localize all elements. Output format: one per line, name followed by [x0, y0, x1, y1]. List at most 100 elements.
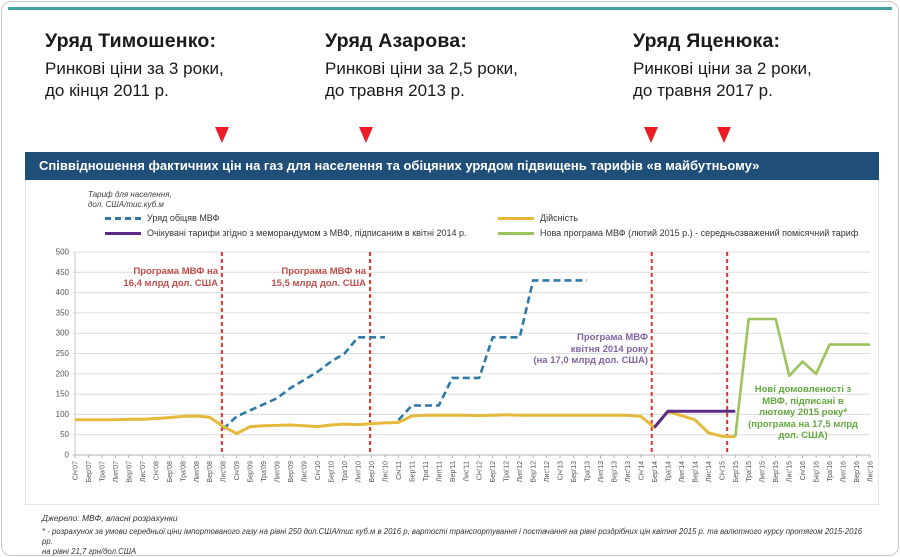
gov-line-2: до травня 2017 р.	[633, 81, 773, 100]
legend-label: Дійсність	[540, 213, 578, 223]
down-triangle-icon	[359, 127, 373, 143]
svg-text:Бер'09: Бер'09	[248, 461, 255, 483]
gov-line-1: Ринкові ціни за 3 роки,	[45, 59, 224, 78]
svg-text:Лип'15: Лип'15	[760, 461, 767, 483]
gov-block-tymoshenko: Уряд Тимошенко: Ринкові ціни за 3 роки, …	[45, 30, 330, 102]
legend-item-promised: Уряд обіцяв МВФ	[105, 213, 219, 223]
svg-text:Тра'15: Тра'15	[746, 461, 753, 482]
svg-text:Лис'07: Лис'07	[140, 461, 147, 482]
svg-text:Лис'09: Лис'09	[302, 461, 309, 482]
svg-text:Лис'12: Лис'12	[544, 461, 551, 482]
svg-text:Лис'16: Лис'16	[868, 461, 875, 482]
svg-text:0: 0	[65, 451, 70, 460]
legend-marker-dashed-blue	[105, 216, 141, 220]
gov-line-2: до травня 2013 р.	[325, 81, 465, 100]
svg-text:Вер'12: Вер'12	[531, 461, 538, 483]
legend-marker-solid-purple	[105, 231, 141, 235]
svg-text:Вер'16: Вер'16	[854, 461, 861, 483]
svg-text:Бер'08: Бер'08	[167, 461, 174, 483]
chart-title-bar: Співвідношення фактичних цін на газ для …	[25, 152, 879, 180]
svg-text:Вер'09: Вер'09	[288, 461, 295, 483]
svg-text:Тра'07: Тра'07	[99, 461, 106, 482]
svg-text:Січ'16: Січ'16	[799, 461, 807, 480]
svg-text:Лип'09: Лип'09	[275, 461, 282, 483]
svg-text:Лис'11: Лис'11	[463, 461, 470, 482]
gov-block-yatsenyuk: Уряд Яценюка: Ринкові ціни за 2 роки, до…	[633, 30, 900, 102]
svg-text:450: 450	[56, 268, 70, 277]
svg-text:Лис'15: Лис'15	[787, 461, 794, 482]
legend-marker-solid-green	[498, 231, 534, 235]
gov-title: Уряд Яценюка:	[633, 30, 781, 52]
svg-text:Вер'14: Вер'14	[692, 461, 699, 483]
legend-label: Нова програма МВФ (лютий 2015 р.) - сере…	[540, 228, 859, 238]
gov-block-azarov: Уряд Азарова: Ринкові ціни за 2,5 роки, …	[325, 30, 610, 102]
down-triangle-icon	[717, 127, 731, 143]
svg-text:350: 350	[56, 308, 70, 317]
svg-text:Січ'08: Січ'08	[152, 461, 160, 480]
svg-text:500: 500	[56, 248, 70, 257]
gov-line-2: до кінця 2011 р.	[45, 81, 169, 100]
svg-text:400: 400	[56, 288, 70, 297]
svg-text:Січ'07: Січ'07	[72, 461, 80, 480]
svg-text:Січ'09: Січ'09	[233, 461, 241, 480]
svg-text:Січ'11: Січ'11	[395, 461, 403, 480]
svg-text:Січ'10: Січ'10	[314, 461, 322, 480]
svg-text:150: 150	[56, 390, 70, 399]
down-triangle-icon	[644, 127, 658, 143]
svg-text:200: 200	[56, 369, 70, 378]
svg-text:Лис'08: Лис'08	[221, 461, 228, 482]
svg-text:Бер'12: Бер'12	[490, 461, 497, 483]
svg-text:Бер'10: Бер'10	[329, 461, 336, 483]
down-triangle-icon	[215, 127, 229, 143]
y-axis-title: Тариф для населення, дол. США/тис.куб.м	[88, 190, 172, 209]
annotation-imf-2015: Нові домовленості з МВФ, підписані в лют…	[748, 384, 858, 441]
top-divider-rule	[8, 7, 892, 10]
svg-text:250: 250	[56, 349, 70, 358]
legend-item-new-program: Нова програма МВФ (лютий 2015 р.) - сере…	[498, 228, 858, 238]
gov-title: Уряд Тимошенко:	[45, 30, 217, 52]
svg-text:Тра'11: Тра'11	[423, 461, 430, 481]
svg-text:100: 100	[56, 410, 70, 419]
legend-label: Уряд обіцяв МВФ	[147, 213, 220, 223]
svg-text:Лип'07: Лип'07	[113, 461, 120, 483]
svg-text:50: 50	[60, 430, 69, 439]
svg-text:Тра'16: Тра'16	[827, 461, 834, 482]
svg-text:Тра'14: Тра'14	[665, 461, 672, 482]
svg-text:Вер'08: Вер'08	[207, 461, 214, 483]
svg-text:Тра'09: Тра'09	[261, 461, 268, 482]
svg-text:Лип'13: Лип'13	[598, 461, 605, 483]
svg-text:Вер'10: Вер'10	[369, 461, 376, 483]
svg-text:Тра'12: Тра'12	[504, 461, 511, 482]
svg-text:Лип'12: Лип'12	[517, 461, 524, 483]
annotation-imf-15-5: Програма МВФ на 15,5 млрд дол. США	[271, 266, 366, 289]
svg-text:Січ'15: Січ'15	[718, 461, 726, 480]
chart-panel	[25, 180, 879, 505]
svg-text:Вер'15: Вер'15	[773, 461, 780, 483]
chart-canvas: 0 50 100 150 200 250 300 350 400 450 500 Січ'07 Бер'…	[56, 248, 875, 483]
gov-line-1: Ринкові ціни за 2,5 роки,	[325, 59, 518, 78]
annotation-imf-16-4: Програма МВФ на 16,4 млрд дол. США	[123, 266, 218, 289]
svg-text:Вер'13: Вер'13	[611, 461, 618, 483]
svg-text:Січ'14: Січ'14	[637, 461, 645, 480]
svg-text:Січ'13: Січ'13	[557, 461, 565, 480]
annotation-imf-2014: Програма МВФ квітня 2014 року (на 17,0 м…	[533, 332, 648, 366]
svg-text:Бер'13: Бер'13	[571, 461, 578, 483]
svg-text:Бер'07: Бер'07	[86, 461, 93, 483]
svg-text:Бер'15: Бер'15	[733, 461, 740, 483]
svg-text:Лип'14: Лип'14	[679, 461, 686, 483]
gov-line-1: Ринкові ціни за 2 роки,	[633, 59, 812, 78]
svg-text:Січ'12: Січ'12	[476, 461, 484, 480]
svg-text:Вер'11: Вер'11	[450, 461, 457, 482]
svg-text:Тра'08: Тра'08	[180, 461, 187, 482]
svg-text:Лип'11: Лип'11	[436, 461, 443, 482]
svg-text:Вер'07: Вер'07	[126, 461, 133, 483]
gov-title: Уряд Азарова:	[325, 30, 468, 52]
svg-text:Бер'16: Бер'16	[814, 461, 821, 483]
footnote: * - розрахунок за умови середньої ціни і…	[42, 527, 863, 556]
svg-text:Лис'13: Лис'13	[625, 461, 632, 482]
svg-text:Бер'11: Бер'11	[409, 461, 416, 482]
svg-text:300: 300	[56, 329, 70, 338]
svg-text:Тра'13: Тра'13	[585, 461, 592, 482]
svg-text:Лип'16: Лип'16	[841, 461, 848, 483]
svg-text:Лис'14: Лис'14	[706, 461, 713, 482]
